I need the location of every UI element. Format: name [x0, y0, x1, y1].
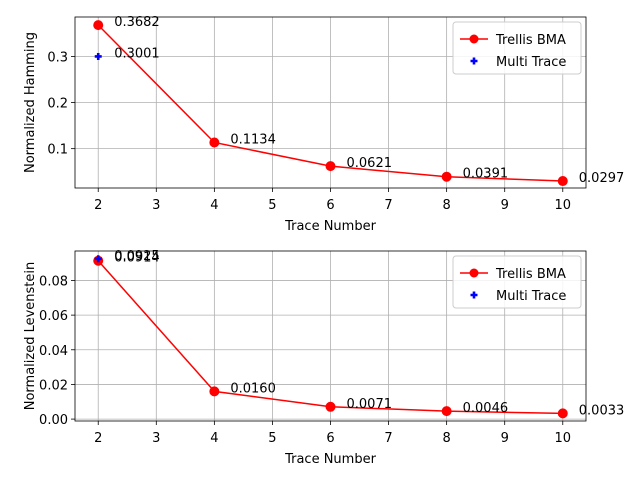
- legend: Trellis BMA Multi Trace: [452, 255, 582, 309]
- y-tick-label: 0.02: [39, 378, 68, 393]
- x-tick-label: 4: [210, 431, 218, 446]
- x-tick-label: 8: [442, 431, 450, 446]
- y-tick-label: 0.06: [39, 309, 68, 324]
- x-tick-label: 3: [152, 198, 160, 213]
- data-point: [441, 406, 452, 417]
- data-label: 0.0046: [463, 401, 509, 416]
- legend-marker: [469, 34, 479, 44]
- x-axis-label: Trace Number: [284, 219, 376, 234]
- y-tick-label: 0.3: [47, 51, 68, 66]
- legend-entry: Multi Trace: [470, 289, 566, 304]
- legend-box: [452, 21, 582, 75]
- x-tick-label: 7: [384, 198, 392, 213]
- x-tick-label: 7: [384, 431, 392, 446]
- data-point: [209, 386, 220, 397]
- data-point: [325, 161, 336, 172]
- data-label: 0.0297: [579, 171, 625, 186]
- legend-entry: Multi Trace: [470, 55, 566, 70]
- x-tick-label: 9: [501, 431, 509, 446]
- legend-entry: Trellis BMA: [460, 267, 566, 282]
- data-label: 0.0925: [114, 249, 159, 264]
- series-multi-trace: 0.3001: [94, 46, 160, 61]
- series-trellis-bma: 0.3682 0.1134 0.0621 0.0391 0.0297: [93, 15, 625, 187]
- data-point: [93, 20, 104, 31]
- x-tick-label: 5: [268, 198, 276, 213]
- data-label: 0.0071: [347, 397, 393, 412]
- y-tick-label: 0.1: [47, 143, 68, 158]
- data-point: [441, 171, 452, 182]
- legend: Trellis BMA Multi Trace: [452, 21, 582, 75]
- data-point: [325, 401, 336, 412]
- legend-label: Trellis BMA: [495, 33, 566, 48]
- x-tick-label: 6: [326, 431, 334, 446]
- data-point: [557, 408, 568, 419]
- x-axis-label: Trace Number: [284, 452, 376, 467]
- x-tick-label: 2: [94, 431, 102, 446]
- data-point: [94, 52, 102, 60]
- data-label: 0.0033: [579, 403, 625, 418]
- x-tick-label: 6: [326, 198, 334, 213]
- x-tick-label: 10: [554, 198, 571, 213]
- y-tick-label: 0.04: [39, 344, 68, 359]
- legend-entry: Trellis BMA: [460, 33, 566, 48]
- data-label: 0.0160: [230, 381, 276, 396]
- subplot-1: 0.3682 0.1134 0.0621 0.0391 0.0297 0.3001 2 3 4 5…: [23, 15, 624, 234]
- y-axis-label: Normalized Hamming: [23, 32, 38, 173]
- y-tick-label: 0.00: [39, 413, 68, 428]
- x-tick-label: 9: [501, 198, 509, 213]
- legend-marker: [470, 291, 478, 299]
- data-point: [94, 255, 102, 263]
- data-point: [209, 137, 220, 148]
- x-tick-label: 2: [94, 198, 102, 213]
- legend-marker: [469, 268, 479, 278]
- data-label: 0.3682: [114, 15, 159, 30]
- y-axis-label: Normalized Levenstein: [23, 262, 38, 411]
- x-tick-label: 5: [268, 431, 276, 446]
- legend-marker: [470, 57, 478, 65]
- data-label: 0.3001: [114, 46, 159, 61]
- data-label: 0.1134: [230, 132, 276, 147]
- data-label: 0.0914: [114, 251, 159, 266]
- x-tick-label: 8: [442, 198, 450, 213]
- y-tick-label: 0.08: [39, 274, 68, 289]
- series-multi-trace: 0.0925: [94, 249, 160, 264]
- subplot-2: 0.0914 0.0160 0.0071 0.0046 0.0033 0.0925 2 3 4 5…: [23, 249, 624, 467]
- legend-box: [452, 255, 582, 309]
- y-tick-label: 0.2: [47, 97, 68, 112]
- x-tick-label: 3: [152, 431, 160, 446]
- data-label: 0.0621: [347, 156, 393, 171]
- legend-label: Multi Trace: [496, 55, 566, 70]
- data-label: 0.0391: [463, 167, 509, 182]
- x-tick-label: 10: [554, 431, 571, 446]
- legend-label: Multi Trace: [496, 289, 566, 304]
- data-point: [557, 176, 568, 187]
- legend-label: Trellis BMA: [495, 267, 566, 282]
- x-tick-label: 4: [210, 198, 218, 213]
